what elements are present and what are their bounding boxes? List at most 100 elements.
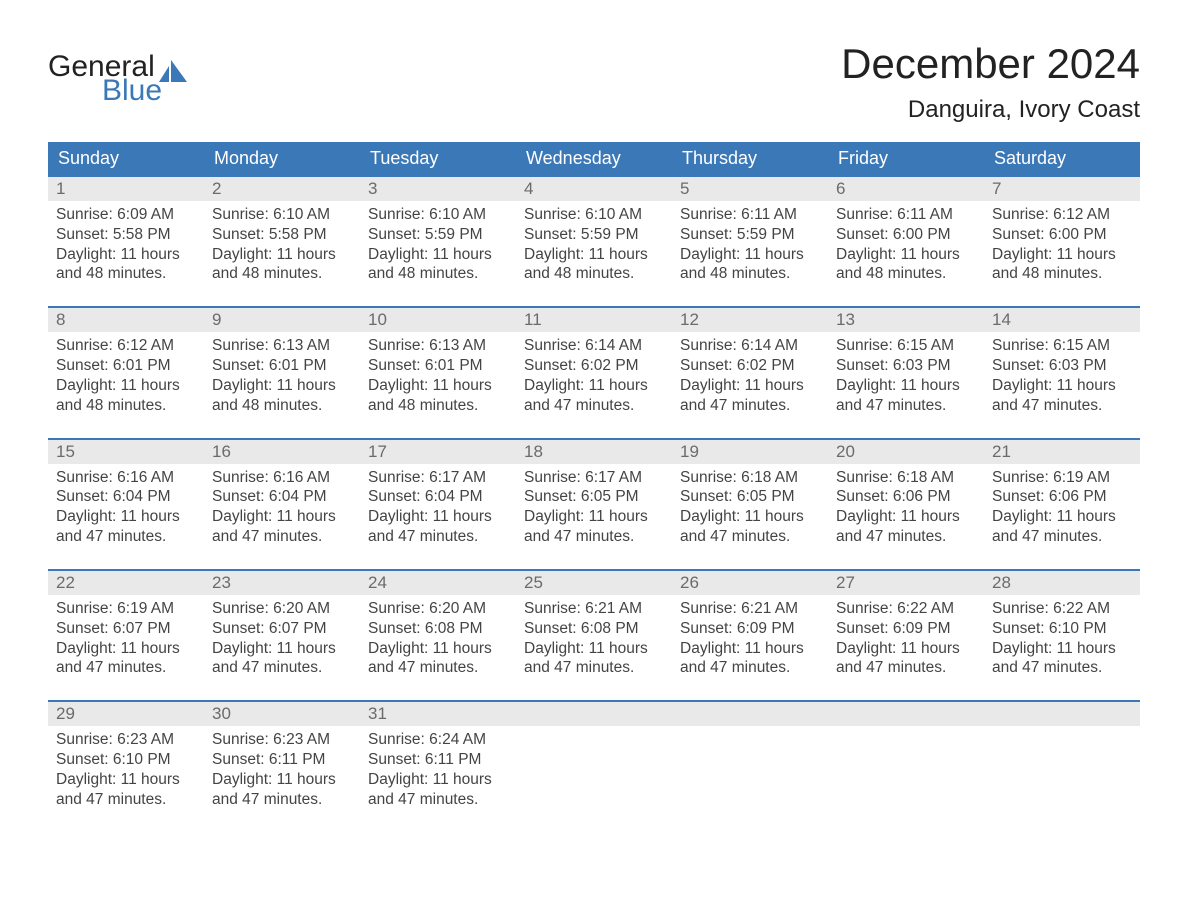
calendar-cell: 27Sunrise: 6:22 AMSunset: 6:09 PMDayligh… [828,569,984,700]
day-sunrise: Sunrise: 6:13 AM [368,336,508,356]
calendar-cell: 7Sunrise: 6:12 AMSunset: 6:00 PMDaylight… [984,175,1140,306]
day-details: Sunrise: 6:14 AMSunset: 6:02 PMDaylight:… [516,332,672,437]
day-d2: and 47 minutes. [524,658,664,678]
day-sunrise: Sunrise: 6:11 AM [836,205,976,225]
day-details: Sunrise: 6:20 AMSunset: 6:08 PMDaylight:… [360,595,516,700]
day-d2: and 47 minutes. [836,658,976,678]
day-sunset: Sunset: 6:11 PM [368,750,508,770]
day-d1: Daylight: 11 hours [56,507,196,527]
day-sunset: Sunset: 6:10 PM [992,619,1132,639]
day-sunset: Sunset: 6:01 PM [212,356,352,376]
day-d2: and 48 minutes. [680,264,820,284]
day-sunrise: Sunrise: 6:24 AM [368,730,508,750]
day-number: 26 [672,571,828,595]
calendar-cell: 12Sunrise: 6:14 AMSunset: 6:02 PMDayligh… [672,306,828,437]
day-d2: and 47 minutes. [524,396,664,416]
day-sunrise: Sunrise: 6:15 AM [992,336,1132,356]
day-d1: Daylight: 11 hours [524,639,664,659]
day-sunset: Sunset: 5:59 PM [368,225,508,245]
day-d1: Daylight: 11 hours [836,639,976,659]
calendar-cell: 13Sunrise: 6:15 AMSunset: 6:03 PMDayligh… [828,306,984,437]
day-sunrise: Sunrise: 6:20 AM [212,599,352,619]
day-details: Sunrise: 6:19 AMSunset: 6:07 PMDaylight:… [48,595,204,700]
day-details: Sunrise: 6:16 AMSunset: 6:04 PMDaylight:… [204,464,360,569]
weekday-header: Tuesday [360,142,516,175]
calendar-cell: 9Sunrise: 6:13 AMSunset: 6:01 PMDaylight… [204,306,360,437]
day-details: Sunrise: 6:18 AMSunset: 6:06 PMDaylight:… [828,464,984,569]
calendar-cell: 25Sunrise: 6:21 AMSunset: 6:08 PMDayligh… [516,569,672,700]
brand-logo: General Blue [48,52,187,106]
day-sunrise: Sunrise: 6:09 AM [56,205,196,225]
day-number [516,702,672,726]
day-number: 4 [516,177,672,201]
day-sunrise: Sunrise: 6:19 AM [56,599,196,619]
calendar-week-row: 1Sunrise: 6:09 AMSunset: 5:58 PMDaylight… [48,175,1140,306]
day-number: 16 [204,440,360,464]
day-sunset: Sunset: 6:05 PM [524,487,664,507]
day-d1: Daylight: 11 hours [212,507,352,527]
day-sunrise: Sunrise: 6:19 AM [992,468,1132,488]
day-details [828,726,984,830]
day-sunset: Sunset: 6:02 PM [524,356,664,376]
day-d2: and 47 minutes. [836,396,976,416]
day-d2: and 47 minutes. [368,527,508,547]
day-number: 25 [516,571,672,595]
day-details: Sunrise: 6:11 AMSunset: 5:59 PMDaylight:… [672,201,828,306]
day-number: 19 [672,440,828,464]
day-d2: and 48 minutes. [368,396,508,416]
day-number: 7 [984,177,1140,201]
day-sunrise: Sunrise: 6:11 AM [680,205,820,225]
day-d1: Daylight: 11 hours [212,245,352,265]
day-number [828,702,984,726]
day-details: Sunrise: 6:10 AMSunset: 5:58 PMDaylight:… [204,201,360,306]
weekday-header: Saturday [984,142,1140,175]
day-number: 21 [984,440,1140,464]
day-sunset: Sunset: 6:01 PM [56,356,196,376]
day-number: 12 [672,308,828,332]
day-details: Sunrise: 6:23 AMSunset: 6:10 PMDaylight:… [48,726,204,831]
day-sunrise: Sunrise: 6:18 AM [680,468,820,488]
day-number: 15 [48,440,204,464]
calendar-cell: 31Sunrise: 6:24 AMSunset: 6:11 PMDayligh… [360,700,516,831]
day-details [516,726,672,830]
day-details: Sunrise: 6:19 AMSunset: 6:06 PMDaylight:… [984,464,1140,569]
day-d2: and 47 minutes. [56,790,196,810]
day-number: 13 [828,308,984,332]
calendar-cell: 11Sunrise: 6:14 AMSunset: 6:02 PMDayligh… [516,306,672,437]
day-sunset: Sunset: 5:58 PM [56,225,196,245]
day-number: 18 [516,440,672,464]
day-details: Sunrise: 6:15 AMSunset: 6:03 PMDaylight:… [984,332,1140,437]
day-number: 2 [204,177,360,201]
day-sunset: Sunset: 6:04 PM [368,487,508,507]
day-sunset: Sunset: 5:59 PM [680,225,820,245]
day-details: Sunrise: 6:15 AMSunset: 6:03 PMDaylight:… [828,332,984,437]
day-sunrise: Sunrise: 6:21 AM [680,599,820,619]
day-sunrise: Sunrise: 6:16 AM [212,468,352,488]
weekday-header: Thursday [672,142,828,175]
day-details: Sunrise: 6:13 AMSunset: 6:01 PMDaylight:… [204,332,360,437]
day-d1: Daylight: 11 hours [992,507,1132,527]
calendar-cell: 29Sunrise: 6:23 AMSunset: 6:10 PMDayligh… [48,700,204,831]
day-d2: and 48 minutes. [56,396,196,416]
day-d2: and 47 minutes. [56,658,196,678]
day-d2: and 47 minutes. [368,790,508,810]
day-d1: Daylight: 11 hours [992,639,1132,659]
day-number: 10 [360,308,516,332]
day-d2: and 48 minutes. [524,264,664,284]
day-d1: Daylight: 11 hours [680,376,820,396]
day-sunset: Sunset: 6:07 PM [56,619,196,639]
day-details: Sunrise: 6:22 AMSunset: 6:10 PMDaylight:… [984,595,1140,700]
day-details [672,726,828,830]
day-sunset: Sunset: 6:03 PM [836,356,976,376]
day-sunrise: Sunrise: 6:20 AM [368,599,508,619]
day-sunrise: Sunrise: 6:17 AM [368,468,508,488]
calendar-cell: 19Sunrise: 6:18 AMSunset: 6:05 PMDayligh… [672,438,828,569]
logo-text-blue: Blue [102,76,187,106]
day-details: Sunrise: 6:18 AMSunset: 6:05 PMDaylight:… [672,464,828,569]
day-sunset: Sunset: 6:08 PM [368,619,508,639]
day-number: 27 [828,571,984,595]
day-sunrise: Sunrise: 6:23 AM [212,730,352,750]
day-details: Sunrise: 6:14 AMSunset: 6:02 PMDaylight:… [672,332,828,437]
calendar-cell: 21Sunrise: 6:19 AMSunset: 6:06 PMDayligh… [984,438,1140,569]
day-sunset: Sunset: 6:00 PM [836,225,976,245]
